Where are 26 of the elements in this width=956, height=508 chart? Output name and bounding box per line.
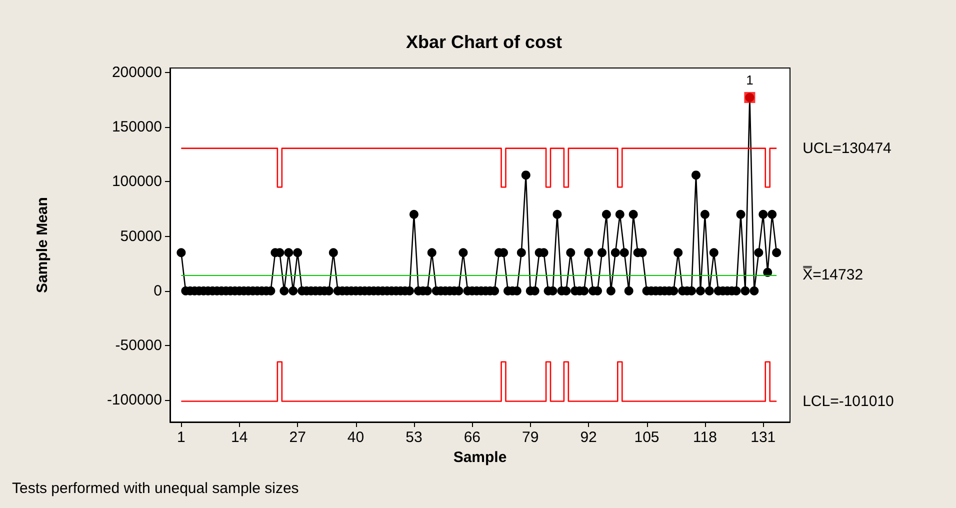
ref-line-label: X̿=14732: [802, 265, 864, 284]
y-tick-label: 100000: [112, 173, 162, 190]
x-tick-label: 66: [464, 429, 481, 446]
text: Tests performed with unequal sample sizes: [12, 480, 299, 497]
y-tick-label: -100000: [106, 392, 162, 409]
y-tick-label: 50000: [120, 228, 162, 245]
series-label: LCL=-101010: [802, 392, 894, 410]
y-tick-label: 150000: [112, 118, 162, 136]
x-tick-label: 53: [406, 429, 422, 446]
series-label: UCL=130474: [802, 140, 892, 157]
x-tick-label: 1: [177, 429, 186, 446]
x-tick-label: 92: [580, 429, 597, 446]
x-tick-label: 118: [692, 429, 717, 446]
y-axis-title: Sample Mean: [34, 197, 51, 293]
y-tick-label: -50000: [115, 337, 162, 354]
x-tick-label: 131: [750, 429, 776, 446]
chart-title: Xbar Chart of cost: [406, 32, 562, 52]
y-tick-label: 200000: [112, 64, 162, 81]
x-tick-label: 105: [634, 429, 660, 446]
x-tick-label: 40: [347, 429, 364, 446]
y-tick-label: 0: [154, 282, 162, 300]
annotation: 1: [746, 72, 754, 88]
x-tick-label: 14: [231, 429, 248, 446]
x-axis-title: Sample: [453, 449, 507, 466]
x-tick-label: 79: [522, 429, 539, 446]
x-tick-label: 27: [289, 429, 306, 446]
